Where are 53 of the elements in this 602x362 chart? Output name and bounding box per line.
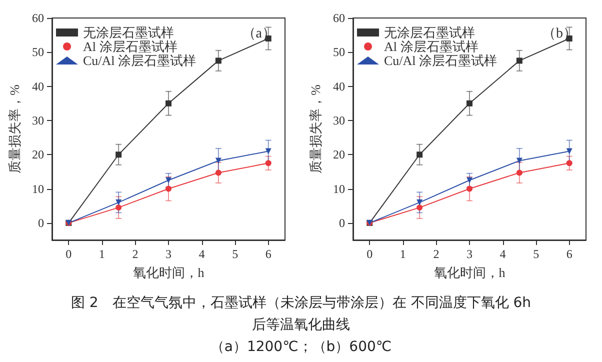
- point: [116, 152, 122, 158]
- y-tick-label: 20: [32, 148, 44, 162]
- point: [116, 199, 122, 206]
- point: [265, 148, 272, 154]
- caption: 图 2 在空气气氛中，石墨试样（未涂层与带涂层）在 不同温度下氧化 6h: [70, 294, 532, 313]
- y-tick-label: 0: [339, 216, 345, 230]
- y-axis-title: 质量损失率，%: [308, 84, 324, 174]
- x-tick-label: 3: [166, 247, 172, 261]
- y-axis-title: 质量损失率，%: [7, 84, 22, 174]
- x-axis-title: 氧化时间，h: [434, 265, 506, 280]
- text: 后等温氧化曲线: [251, 316, 351, 335]
- legend-label: 无涂层石墨试样: [83, 25, 174, 40]
- x-tick-label: 5: [533, 247, 540, 261]
- x-axis-title: 氧化时间，h: [132, 265, 205, 280]
- legend-label: 无涂层石墨试样: [384, 25, 475, 40]
- x-tick-label: 5: [232, 247, 238, 261]
- x-tick-label: 4: [500, 247, 506, 261]
- y-tick-label: 30: [32, 113, 44, 128]
- y-tick-label: 20: [333, 148, 345, 162]
- y-tick-label: 50: [333, 45, 345, 60]
- y-tick-label: 60: [32, 11, 44, 25]
- x-tick-label: 1: [98, 247, 105, 261]
- point: [215, 58, 222, 64]
- x-tick-label: 6: [265, 247, 272, 261]
- point: [516, 58, 522, 64]
- y-tick-label: 40: [333, 79, 345, 94]
- legend-label: Al 涂层石墨试样: [384, 39, 478, 54]
- x-tick-label: 6: [566, 247, 572, 261]
- x-tick-label: 2: [433, 247, 440, 261]
- y-tick-label: 0: [38, 216, 44, 230]
- y-tick-label: 60: [333, 11, 345, 25]
- x-tick-label: 4: [198, 247, 205, 261]
- y-tick-label: 30: [333, 113, 345, 128]
- point: [416, 199, 423, 206]
- x-tick-label: 2: [132, 247, 138, 261]
- legend-label: Cu/Al 涂层石墨试样: [384, 53, 498, 68]
- point: [166, 100, 172, 106]
- point: [566, 148, 572, 154]
- y-tick-label: 10: [32, 182, 44, 196]
- y-tick-label: 10: [333, 182, 345, 196]
- point: [416, 152, 423, 158]
- x-tick-label: 0: [366, 247, 373, 261]
- x-tick-label: 3: [466, 247, 472, 261]
- text: （a）1200℃；（b）600℃: [209, 338, 393, 357]
- x-tick-label: 0: [66, 247, 72, 261]
- y-tick-label: 50: [32, 45, 44, 60]
- point: [416, 204, 423, 211]
- x-tick-label: 1: [400, 247, 406, 261]
- legend-label: Cu/Al 涂层石墨试样: [83, 53, 196, 68]
- y-tick-label: 40: [32, 79, 44, 94]
- legend-label: Al 涂层石墨试样: [83, 39, 178, 54]
- point: [466, 100, 472, 106]
- point: [116, 204, 122, 211]
